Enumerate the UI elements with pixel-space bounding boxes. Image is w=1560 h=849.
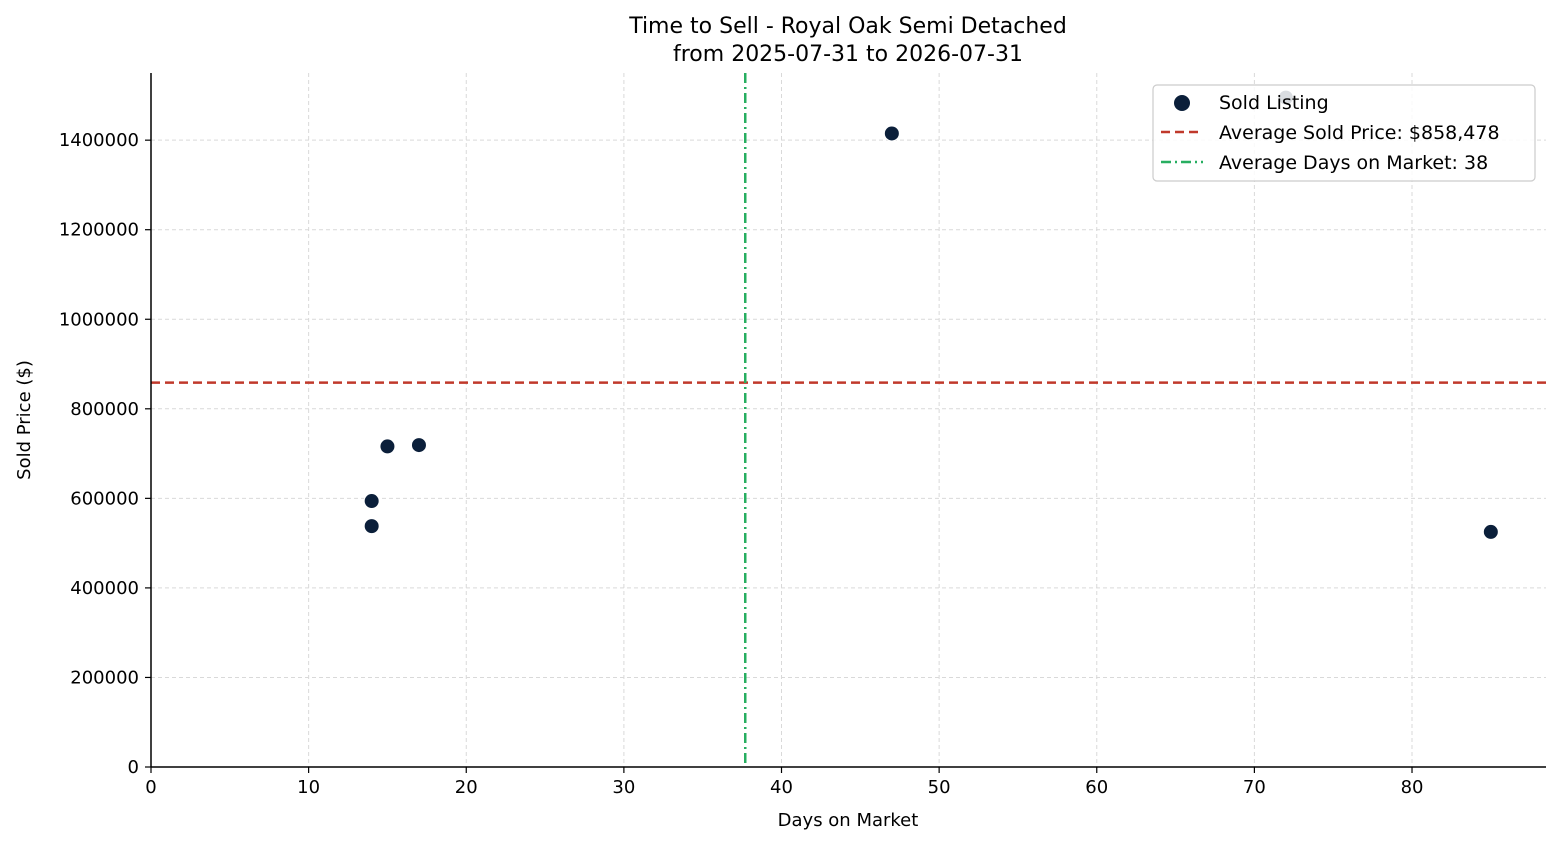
y-axis-label: Sold Price ($) bbox=[14, 360, 35, 480]
y-tick-label: 200000 bbox=[70, 667, 139, 688]
y-tick-label: 600000 bbox=[70, 488, 139, 509]
legend-marker-sold-listing bbox=[1174, 95, 1190, 111]
tick-labels: 0 10 20 30 40 50 60 70 80 0 200000 400000 600000 8000… bbox=[59, 130, 1424, 798]
axes bbox=[145, 73, 1546, 773]
y-tick-label: 1200000 bbox=[59, 220, 139, 241]
y-tick-label: 1400000 bbox=[59, 130, 139, 151]
legend-box bbox=[1152, 84, 1536, 182]
y-tick-label: 800000 bbox=[70, 399, 139, 420]
data-point bbox=[883, 125, 900, 142]
y-tick-label: 0 bbox=[128, 757, 139, 778]
x-tick-label: 10 bbox=[297, 777, 320, 798]
legend-label-sold-listing: Sold Listing bbox=[1219, 92, 1329, 114]
x-tick-label: 60 bbox=[1085, 777, 1108, 798]
legend-label-avg-price: Average Sold Price: $858,478 bbox=[1219, 122, 1500, 144]
chart-title-line1: Time to Sell - Royal Oak Semi Detached bbox=[628, 14, 1067, 39]
data-points bbox=[363, 89, 1499, 540]
x-tick-label: 80 bbox=[1401, 777, 1424, 798]
y-tick-label: 400000 bbox=[70, 578, 139, 599]
reference-lines bbox=[151, 73, 1546, 767]
data-point bbox=[363, 493, 380, 510]
x-tick-label: 30 bbox=[612, 777, 635, 798]
y-tick-label: 1000000 bbox=[59, 309, 139, 330]
data-point bbox=[410, 437, 427, 454]
data-point bbox=[1482, 523, 1499, 540]
chart-title-line2: from 2025-07-31 to 2026-07-31 bbox=[673, 42, 1023, 67]
x-axis-label: Days on Market bbox=[778, 810, 919, 831]
data-point bbox=[379, 438, 396, 455]
data-point bbox=[363, 518, 380, 535]
x-tick-label: 20 bbox=[455, 777, 478, 798]
legend-label-avg-days: Average Days on Market: 38 bbox=[1219, 152, 1488, 174]
legend: Sold Listing Average Sold Price: $858,47… bbox=[1152, 84, 1536, 182]
x-tick-label: 0 bbox=[145, 777, 156, 798]
x-tick-label: 50 bbox=[928, 777, 951, 798]
x-tick-label: 40 bbox=[770, 777, 793, 798]
x-tick-label: 70 bbox=[1243, 777, 1266, 798]
